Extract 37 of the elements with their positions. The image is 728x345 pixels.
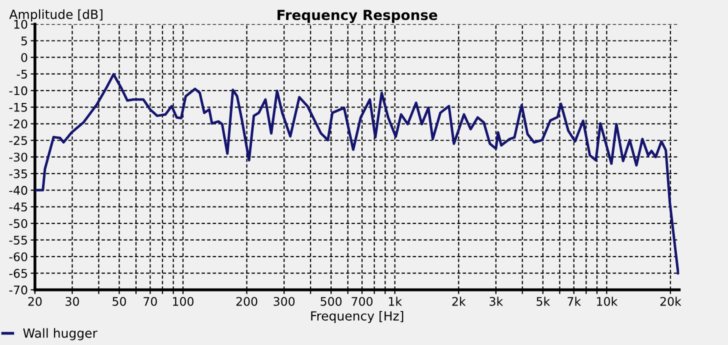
chart-title: Frequency Response (278, 10, 438, 23)
y-tick-label: -45 (9, 202, 27, 212)
y-tick-label: -50 (9, 219, 28, 228)
x-tick-label: 100 (173, 296, 194, 306)
x-tick-label: 2k (452, 296, 466, 306)
y-tick-label: 0 (21, 53, 28, 62)
y-tick-label: 5 (21, 36, 27, 46)
x-tick-label: 3k (490, 296, 504, 306)
y-tick-label: -15 (9, 103, 27, 112)
x-tick-label: 300 (274, 296, 295, 306)
y-tick-label: -40 (9, 186, 28, 195)
y-tick-label: -25 (9, 136, 27, 146)
y-tick-label: 10 (14, 20, 28, 29)
x-axis-title: Frequency [Hz] (311, 310, 404, 324)
y-tick-label: -20 (9, 119, 28, 128)
y-tick-label: -65 (9, 268, 27, 278)
x-tick-label: 200 (236, 296, 258, 306)
x-tick-label: 10k (597, 296, 618, 306)
x-tick-label: 70 (144, 296, 157, 306)
y-tick-label: -10 (9, 86, 28, 96)
x-tick-label: 50 (112, 296, 126, 306)
x-tick-label: 500 (320, 296, 342, 306)
x-tick-label: 30 (66, 296, 79, 306)
y-tick-label: -55 (9, 236, 27, 245)
x-tick-label: 700 (352, 296, 373, 306)
y-tick-label: -60 (9, 252, 28, 262)
x-tick-label: 20 (28, 296, 42, 306)
y-tick-label: -35 (9, 169, 27, 178)
x-tick-label: 5k (536, 296, 550, 306)
x-tick-label: 20k (660, 296, 682, 306)
y-tick-label: -30 (9, 152, 28, 162)
x-tick-label: 7k (568, 296, 582, 306)
legend-label: Wall hugger (23, 328, 98, 340)
y-axis-title: Amplitude [dB] (9, 9, 102, 22)
x-tick-label: 1k (388, 296, 402, 306)
y-tick-label: -5 (16, 70, 27, 79)
y-tick-label: -70 (9, 286, 28, 294)
